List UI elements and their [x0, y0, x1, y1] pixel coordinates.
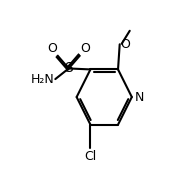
- Text: Cl: Cl: [84, 150, 97, 163]
- Text: S: S: [64, 62, 73, 75]
- Text: O: O: [47, 42, 57, 55]
- Text: O: O: [121, 38, 130, 51]
- Text: O: O: [80, 42, 90, 55]
- Text: H₂N: H₂N: [31, 73, 54, 86]
- Text: N: N: [135, 91, 144, 103]
